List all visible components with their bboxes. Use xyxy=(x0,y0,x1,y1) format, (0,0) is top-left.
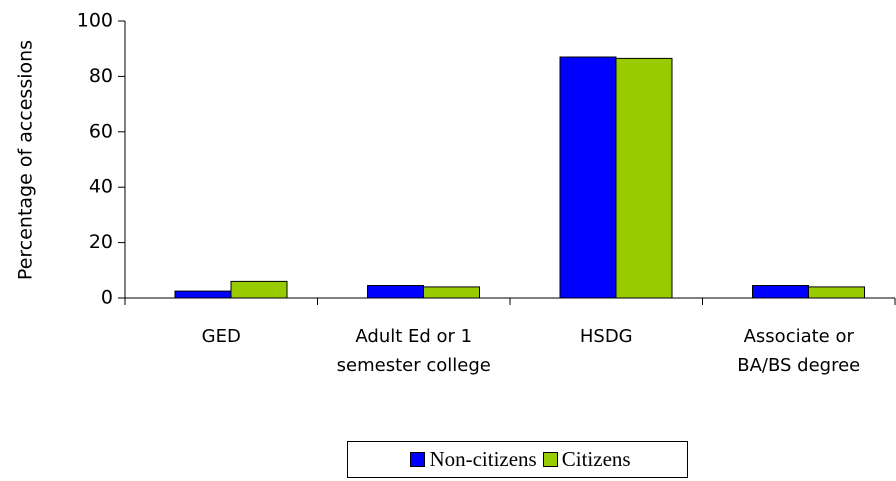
x-tick-label: Associate or BA/BS degree xyxy=(737,326,861,376)
bar xyxy=(230,280,288,299)
legend-swatch xyxy=(542,452,558,467)
legend-label: Citizens xyxy=(561,447,631,471)
x-tick-label: Adult Ed or 1 semester college xyxy=(336,326,491,376)
y-tick-label: 100 xyxy=(77,10,113,32)
legend-swatch xyxy=(410,452,426,467)
bar xyxy=(423,286,480,299)
y-tick-label: 40 xyxy=(89,176,113,198)
legend: Non-citizens Citizens xyxy=(347,441,688,478)
y-axis-label: Percentage of accessions xyxy=(15,40,37,280)
bar xyxy=(174,290,232,299)
x-tick-label: HSDG xyxy=(579,326,633,347)
y-tick-label: 0 xyxy=(101,287,113,309)
y-tick-label: 60 xyxy=(89,120,113,142)
legend-label: Non-citizens xyxy=(429,447,537,471)
bar xyxy=(367,285,424,299)
x-tick-label: GED xyxy=(201,326,241,347)
bar xyxy=(559,56,617,299)
bar xyxy=(808,286,865,299)
bar xyxy=(615,57,673,299)
y-tick-label: 80 xyxy=(89,65,113,87)
bar xyxy=(752,285,809,299)
y-tick-label: 20 xyxy=(89,231,113,253)
